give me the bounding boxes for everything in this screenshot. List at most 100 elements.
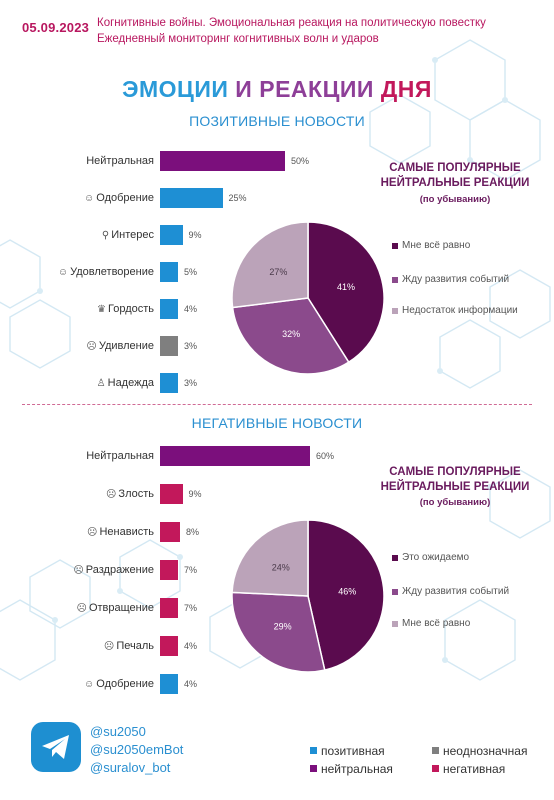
report-title: Когнитивные войны. Эмоциональная реакция… [97,17,486,29]
bar-category-text: Злость [118,488,154,500]
key-swatch [432,747,439,754]
satisfaction-icon: ☺ [57,267,69,278]
bar-value-label: 50% [291,156,310,166]
key-label: позитивная [321,744,385,758]
pie-value-label: 24% [272,562,290,572]
telegram-handle[interactable]: @suralov_bot [90,760,171,775]
pie-value-label: 27% [269,267,287,277]
bar-category-text: Удивление [98,340,154,352]
bar-value-label: 3% [184,341,198,351]
main-title-part2: И РЕАКЦИИ [228,76,374,102]
negative-pie-title: САМЫЕ ПОПУЛЯРНЫЕ НЕЙТРАЛЬНЫЕ РЕАКЦИИ [380,466,530,493]
key-item: позитивная [310,744,385,758]
pie-value-label: 46% [338,587,356,597]
approval-icon: ☺ [84,679,95,690]
bar-label: ☹ Раздражение [73,560,154,580]
legend-swatch [392,277,398,283]
key-item: неоднозначная [432,744,527,758]
pie-value-label: 29% [274,621,292,631]
bar-value-label: 9% [188,489,202,499]
bar-value-label: 60% [316,451,335,461]
disgust-icon: ☹ [76,603,87,614]
bar-label: ♛ Гордость [97,299,154,319]
legend-item: Недостаток информации [392,305,542,317]
main-title: ЭМОЦИИ И РЕАКЦИИ ДНЯ [0,76,554,103]
bar [160,636,178,656]
bar-value-label: 8% [186,527,200,537]
bar-value-label: 5% [184,267,198,277]
bar [160,484,183,504]
bar-label: ☹ Ненависть [87,522,154,542]
negative-news-title: НЕГАТИВНЫЕ НОВОСТИ [191,415,363,431]
legend-swatch [392,555,398,561]
bar-category-text: Гордость [107,303,154,315]
bar-category-text: Нейтральная [86,450,154,462]
pie-slice [231,591,326,673]
legend-item: Это ожидаемо [392,552,542,564]
bar-value-label: 7% [184,603,198,613]
bar-value-label: 9% [188,230,202,240]
bar [160,560,178,580]
legend-swatch [392,589,398,595]
bar-value-label: 25% [228,193,247,203]
bar [160,151,285,171]
key-label: неоднозначная [443,744,528,758]
bar-value-label: 3% [184,378,198,388]
legend-item: Жду развития событий [392,274,542,286]
positive-pie-title: САМЫЕ ПОПУЛЯРНЫЕ НЕЙТРАЛЬНЫЕ РЕАКЦИИ [380,162,530,189]
bar [160,598,178,618]
key-item: нейтральная [310,762,393,776]
legend-label: Жду развития событий [402,586,510,597]
main-title-part1: ЭМОЦИИ [122,76,229,102]
bar-label: ☺ Удовлетворение [58,262,154,282]
legend-label: Недостаток информации [402,305,518,316]
pride-icon: ♛ [97,304,106,315]
bar [160,373,178,393]
bar [160,446,310,466]
bar-category-text: Удовлетворение [70,266,154,278]
legend-label: Это ожидаемо [402,552,470,563]
bar-label: ☹ Удивление [86,336,154,356]
main-title-part3: ДНЯ [373,76,432,102]
bar-label: ☹ Отвращение [77,598,155,618]
bar [160,336,178,356]
surprise-icon: ☹ [86,341,97,352]
bar-value-label: 4% [184,304,198,314]
telegram-handle[interactable]: @su2050 [90,724,146,739]
legend-label: Мне всё равно [402,240,471,251]
key-label: нейтральная [321,762,393,776]
key-item: негативная [432,762,505,776]
interest-icon: ⚲ [101,230,110,241]
bar-category-text: Ненависть [99,526,154,538]
bar-label: ♙ Надежда [97,373,154,393]
telegram-handle[interactable]: @su2050emBot [90,742,184,757]
pie-slice [231,297,350,375]
sadness-icon: ☹ [103,641,115,652]
report-date: 05.09.2023 [22,20,90,35]
key-swatch [432,765,439,772]
bar-label: ⚲ Интерес [102,225,154,245]
legend-swatch [392,308,398,314]
bar-category-text: Надежда [107,377,154,389]
section-divider [22,404,532,405]
bar [160,299,178,319]
bar-label: ☹ Злость [106,484,154,504]
bar [160,674,178,694]
legend-item: Мне всё равно [392,240,542,252]
hope-icon: ♙ [96,378,106,389]
telegram-icon[interactable] [31,722,81,772]
negative-pie-subtitle: (по убыванию) [419,497,491,508]
positive-news-title: ПОЗИТИВНЫЕ НОВОСТИ [189,113,365,129]
legend-label: Мне всё равно [402,618,471,629]
legend-item: Мне всё равно [392,618,542,630]
bar-value-label: 4% [184,641,198,651]
bar-label: Нейтральная [86,446,154,466]
bar-label: ☹ Печаль [104,636,154,656]
legend-label: Жду развития событий [402,274,510,285]
bar [160,188,223,208]
pie-value-label: 41% [337,282,355,292]
bar-category-text: Интерес [111,229,154,241]
approval-icon: ☺ [84,193,95,204]
bar-category-text: Печаль [116,640,154,652]
anger-icon: ☹ [105,489,117,500]
